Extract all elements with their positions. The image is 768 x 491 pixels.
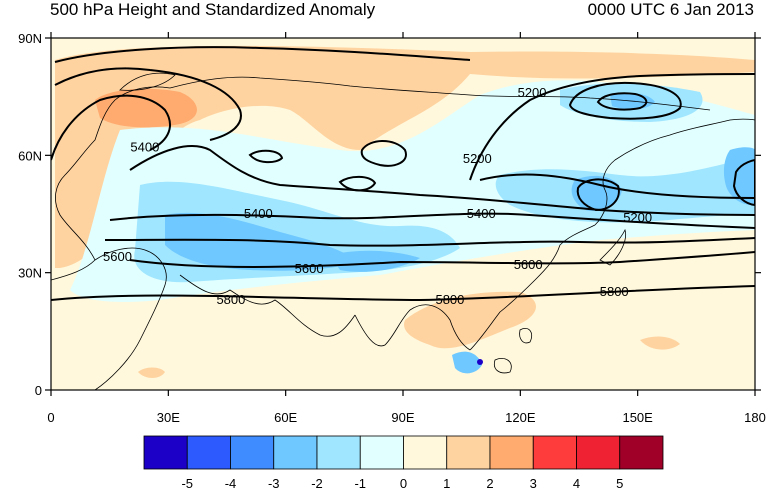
arctic-coast	[169, 76, 711, 111]
contour-closed-4	[576, 178, 620, 212]
contour-label: 5400	[244, 206, 273, 221]
contour-label: 5600	[514, 257, 543, 272]
colorbar-label: 5	[616, 476, 623, 491]
contour-5400	[109, 212, 755, 229]
lon-tick-label: 120E	[505, 410, 536, 425]
lon-tick-label: 30E	[157, 410, 180, 425]
colorbar-swatch	[576, 435, 621, 470]
contour-5600b	[104, 237, 755, 247]
colorbar-swatch	[619, 435, 664, 470]
contour-label: 5200	[518, 85, 547, 100]
lon-tick-label: 0	[47, 410, 54, 425]
contour-label: 5600	[103, 249, 132, 264]
contour-low-east-inner	[596, 92, 648, 111]
colorbar-label: 2	[486, 476, 493, 491]
contour-5200	[479, 173, 755, 199]
colorbar: -5 -4 -3 -2 -1 0 1 2 3 4 5	[143, 435, 664, 491]
extreme-negative-anomaly	[477, 359, 483, 365]
colorbar-swatch	[532, 435, 577, 470]
axis-ticks: 0 30N 60N 90N 0 30E 60E 90E 120E 150E 180	[18, 31, 766, 425]
contour-europe-ridge-b	[51, 94, 171, 161]
colorbar-swatch	[230, 435, 275, 470]
lat-tick-label: 90N	[18, 31, 42, 46]
contour-5800	[51, 285, 755, 302]
positive-anomaly-region	[138, 367, 165, 378]
africa-coast	[51, 247, 167, 390]
map-timestamp: 0000 UTC 6 Jan 2013	[587, 0, 754, 19]
colorbar-swatch	[359, 435, 404, 470]
contour-label: 5200	[463, 151, 492, 166]
lat-tick-label: 30N	[18, 266, 42, 281]
positive-anomaly-region	[55, 45, 755, 269]
contour-closed-5	[732, 158, 755, 207]
lon-tick-label: 180	[744, 410, 766, 425]
contour-labels: 5200 5200 5200 5400 5400 5400 5600 5600 5600 5800…	[103, 85, 652, 307]
colorbar-label: 4	[573, 476, 580, 491]
strong-negative-anomaly	[452, 351, 482, 374]
japan-islands	[599, 228, 627, 266]
colorbar-swatch	[489, 435, 534, 470]
contour-northern	[54, 46, 471, 63]
europe-coast	[55, 86, 171, 261]
contour-europe-ridge	[54, 67, 242, 141]
height-contours	[51, 46, 755, 302]
scandinavia-outline	[119, 72, 176, 91]
strong-negative-anomaly	[571, 175, 622, 211]
map-title: 500 hPa Height and Standardized Anomaly	[50, 0, 376, 19]
colorbar-label: -1	[354, 476, 366, 491]
colorbar-label: 0	[400, 476, 407, 491]
positive-anomaly-region	[640, 336, 680, 350]
lon-tick-label: 90E	[391, 410, 414, 425]
arabia-coast	[179, 274, 356, 337]
lon-tick-label: 150E	[622, 410, 653, 425]
lat-tick-label: 60N	[18, 148, 42, 163]
colorbar-label: -2	[311, 476, 323, 491]
lat-tick-label: 0	[35, 383, 42, 398]
colorbar-label: -5	[181, 476, 193, 491]
contour-5600	[129, 251, 755, 268]
contour-label: 5200	[623, 210, 652, 225]
contour-closed-1	[248, 149, 284, 164]
south-asia-coast	[354, 304, 471, 351]
colorbar-swatch	[186, 435, 231, 470]
contour-label: 5600	[295, 261, 324, 276]
positive-anomaly-region	[404, 291, 537, 349]
strong-negative-anomaly	[330, 250, 420, 272]
philippines-outline	[519, 327, 533, 344]
northeast-asia-coast	[594, 118, 755, 226]
borneo-outline	[493, 357, 512, 374]
strong-positive-anomaly	[95, 88, 197, 128]
contour-label: 5400	[130, 140, 159, 155]
contour-5200b	[469, 73, 755, 181]
colorbar-label: 3	[530, 476, 537, 491]
contour-closed-3	[338, 175, 377, 192]
coastlines	[51, 72, 755, 390]
contour-5400b	[129, 145, 755, 216]
contour-label: 5800	[600, 284, 629, 299]
colorbar-swatch	[403, 435, 448, 470]
colorbar-swatch	[143, 435, 188, 470]
colorbar-label: 1	[443, 476, 450, 491]
colorbar-label: -4	[225, 476, 237, 491]
contour-label: 5800	[216, 292, 245, 307]
strong-negative-anomaly	[165, 212, 360, 271]
colorbar-swatch	[273, 435, 318, 470]
colorbar-label: -3	[268, 476, 280, 491]
lon-tick-label: 60E	[274, 410, 297, 425]
colorbar-swatch	[446, 435, 491, 470]
east-asia-coast	[469, 224, 596, 351]
contour-label: 5400	[467, 206, 496, 221]
contour-label: 5800	[435, 292, 464, 307]
colorbar-swatch	[316, 435, 361, 470]
contour-closed-2	[360, 140, 407, 167]
contour-low-east	[568, 81, 682, 120]
